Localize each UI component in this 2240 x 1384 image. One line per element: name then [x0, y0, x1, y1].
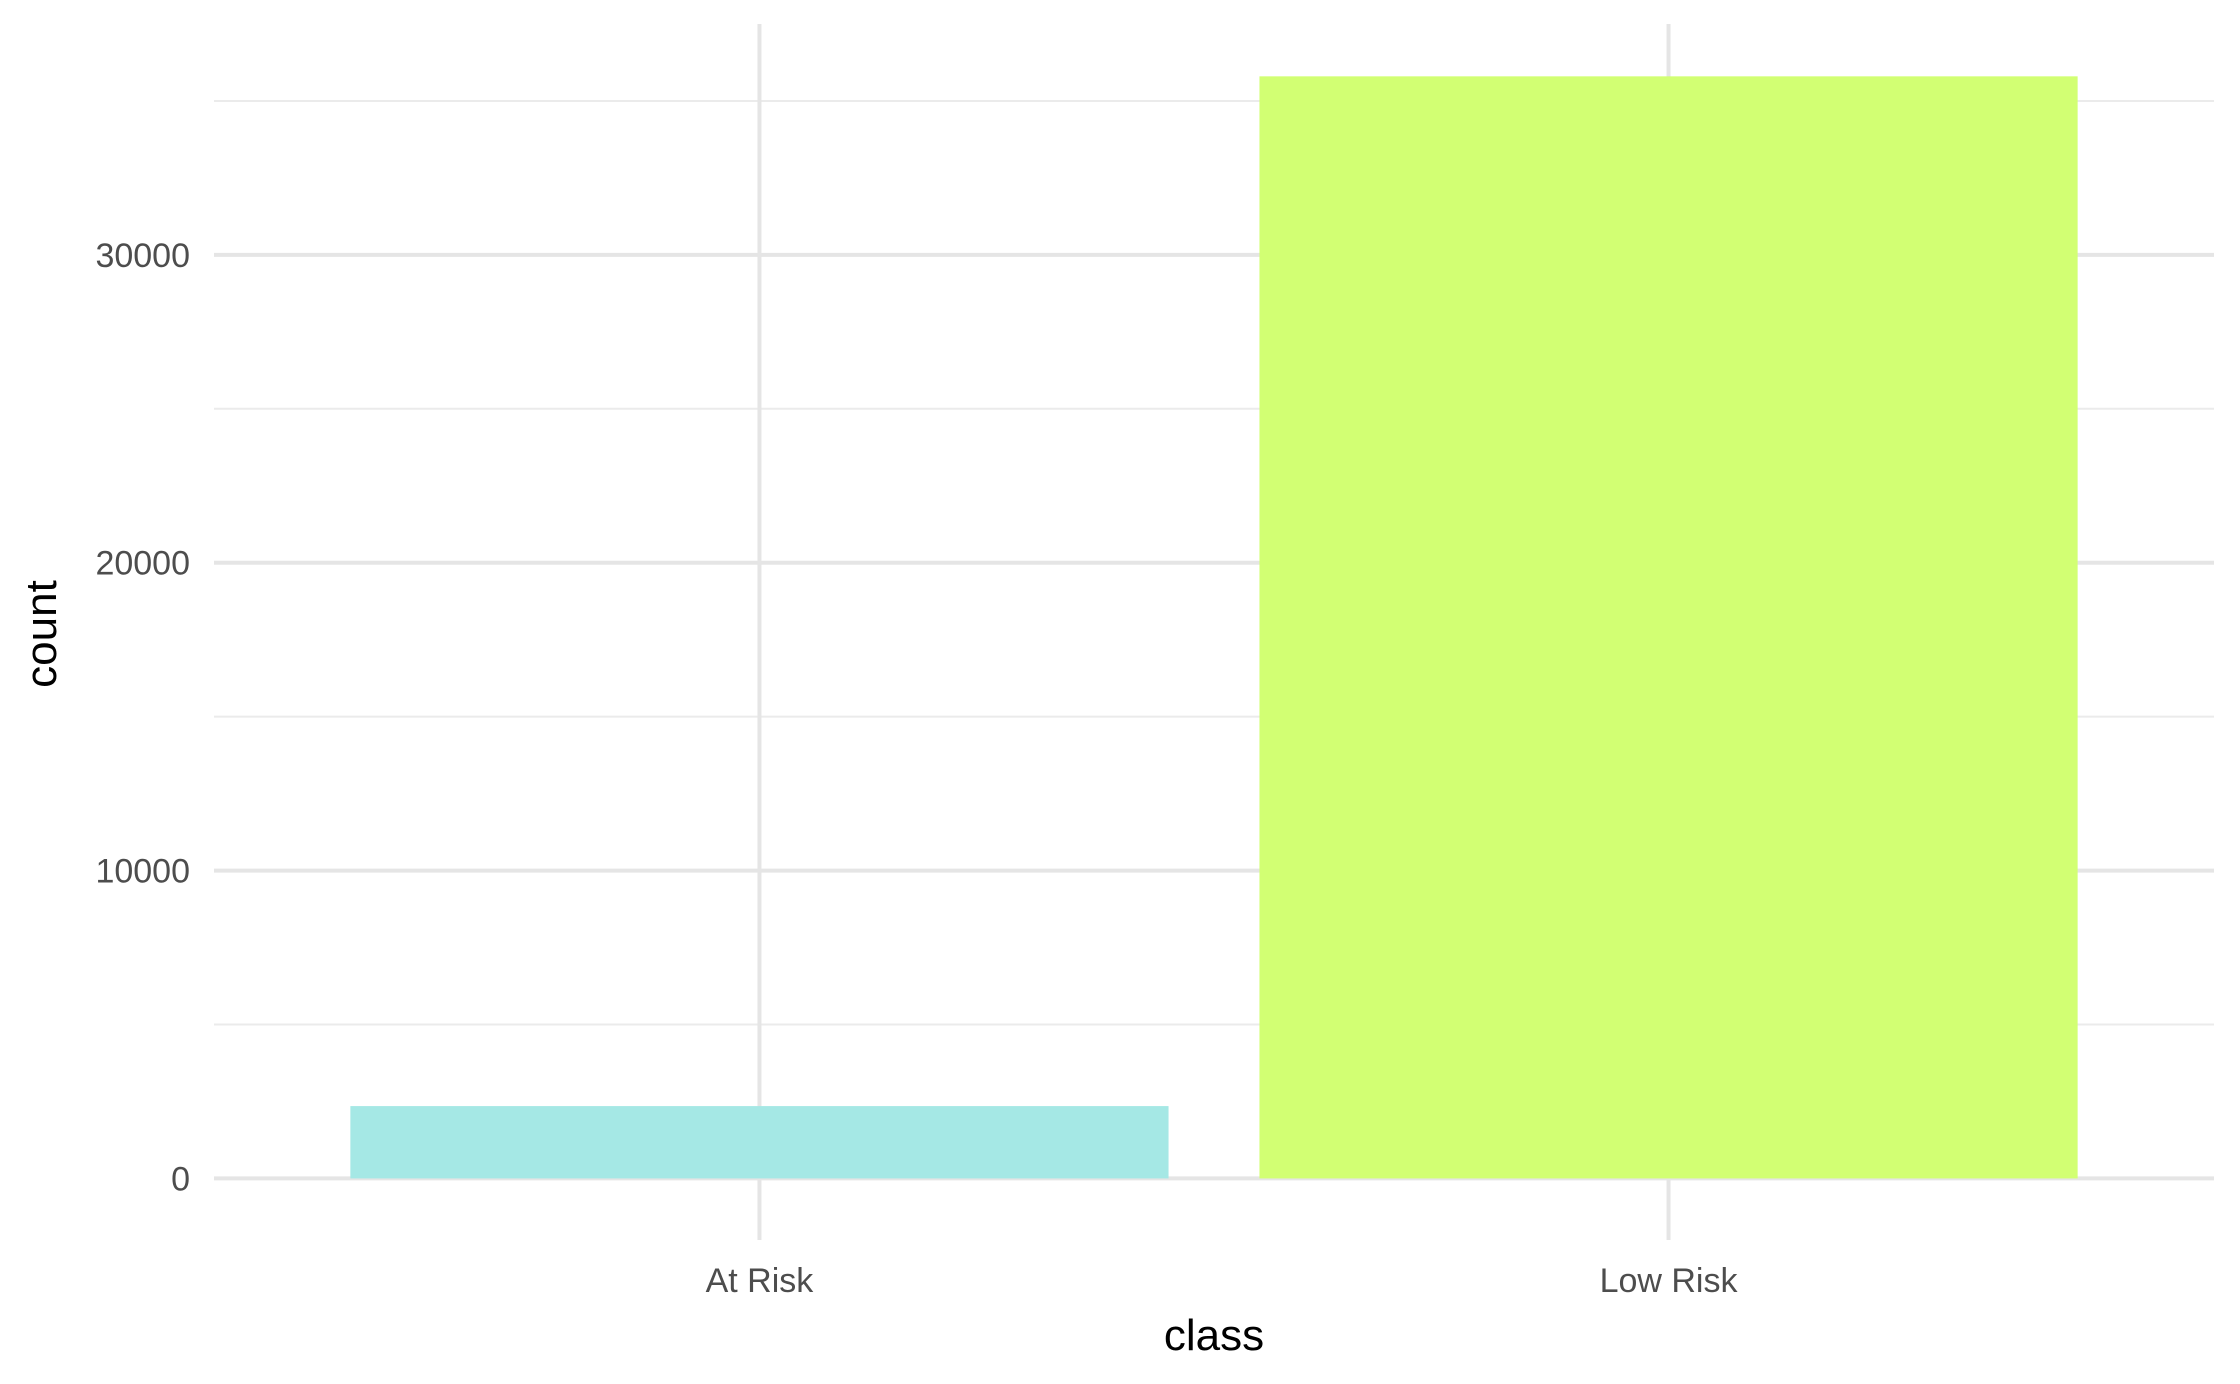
x-tick-label: Low Risk: [1600, 1262, 1739, 1300]
y-tick-label: 10000: [95, 853, 190, 891]
bar-at-risk: [350, 1106, 1169, 1179]
bars: [350, 76, 2078, 1179]
y-tick-label: 0: [171, 1160, 190, 1198]
x-axis-title: class: [1164, 1311, 1264, 1360]
x-tick-label: At Risk: [706, 1262, 815, 1300]
y-axis-ticks: 0 10000 20000 30000: [95, 237, 190, 1199]
bar-low-risk: [1259, 76, 2078, 1179]
x-axis-ticks: At Risk Low Risk: [706, 1262, 1739, 1300]
y-tick-label: 20000: [95, 545, 190, 583]
y-tick-label: 30000: [95, 237, 190, 275]
y-axis-title: count: [17, 580, 66, 688]
